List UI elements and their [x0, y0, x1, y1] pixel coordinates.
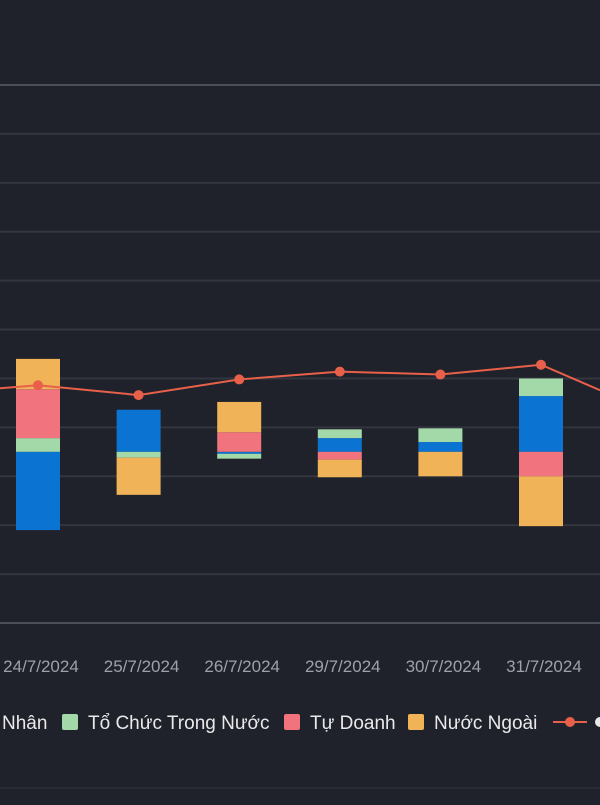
- bar-segment: [418, 442, 463, 452]
- line-point: [435, 369, 446, 380]
- legend-cut-label-glyph: [595, 717, 600, 727]
- x-tick-label: 30/7/2024: [406, 657, 482, 676]
- bar-segment: [116, 457, 161, 495]
- line-layer: [0, 359, 600, 401]
- legend: Nhân Tổ Chức Trong Nước Tự Doanh Nước Ng…: [2, 713, 600, 734]
- bar-segment: [317, 438, 362, 452]
- bar-segment: [519, 451, 563, 477]
- legend-swatch-tu-doanh: [284, 714, 300, 730]
- x-tick-label: 25/7/2024: [104, 657, 180, 676]
- line-point: [234, 374, 245, 385]
- x-tick-label: 31/7/2024: [506, 657, 582, 676]
- x-tick-labels: 24/7/2024 25/7/2024 26/7/2024 29/7/2024 30/7…: [3, 657, 582, 676]
- bar-segment: [16, 389, 60, 439]
- legend-label-nuoc-ngoai[interactable]: Nước Ngoài: [434, 713, 537, 734]
- bar-segment: [217, 451, 262, 454]
- bar-layer: [16, 358, 563, 531]
- bar-segment: [418, 451, 463, 477]
- bar-segment: [317, 451, 362, 460]
- bar-segment: [217, 453, 262, 459]
- bar-segment: [217, 401, 262, 433]
- line-series-path: [0, 363, 600, 397]
- legend-line-dot: [565, 717, 575, 727]
- line-point: [334, 366, 345, 377]
- bar-segment: [519, 396, 563, 452]
- line-point: [133, 390, 144, 401]
- bar-segment: [519, 476, 563, 527]
- x-tick-label: 26/7/2024: [204, 657, 280, 676]
- x-tick-label: 24/7/2024: [3, 657, 79, 676]
- line-point: [33, 380, 43, 391]
- legend-swatch-nuoc-ngoai: [408, 714, 424, 730]
- legend-swatch-to-chuc: [62, 714, 78, 730]
- grid-lines: [0, 132, 600, 576]
- line-point: [536, 359, 546, 370]
- bar-segment: [16, 438, 60, 452]
- bar-segment: [217, 432, 262, 452]
- bar-segment: [317, 459, 362, 478]
- bar-segment: [317, 429, 362, 439]
- bar-segment: [418, 428, 463, 443]
- bar-segment: [116, 409, 161, 452]
- bar-segment: [16, 451, 60, 531]
- bar-segment: [519, 378, 563, 397]
- legend-label-to-chuc[interactable]: Tổ Chức Trong Nước: [88, 713, 270, 734]
- bar-segment: [116, 451, 161, 458]
- legend-label-tu-doanh[interactable]: Tự Doanh: [310, 713, 396, 734]
- x-tick-label: 29/7/2024: [305, 657, 381, 676]
- legend-label-ca-nhan[interactable]: Nhân: [2, 713, 47, 734]
